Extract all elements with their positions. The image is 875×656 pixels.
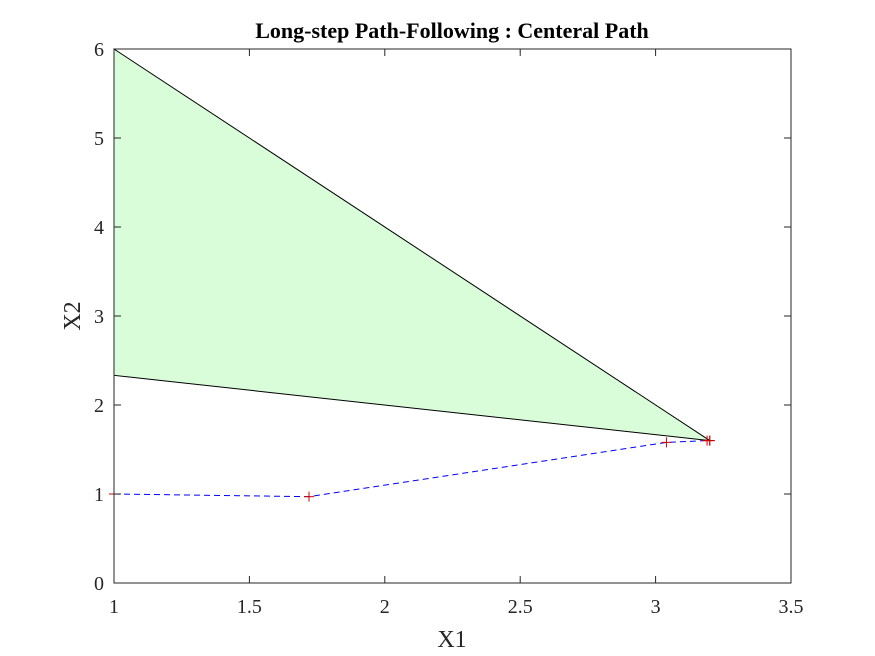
- y-tick-label: 6: [94, 39, 104, 61]
- y-tick-label: 2: [94, 395, 104, 417]
- central-path-line: [113, 440, 710, 498]
- y-tick-label: 3: [94, 306, 104, 328]
- x-axis-label: X1: [437, 627, 466, 653]
- y-tick-label: 0: [94, 573, 104, 595]
- y-axis-label: X2: [60, 301, 86, 330]
- central-path-point: [704, 435, 715, 446]
- feasible-region: [113, 48, 711, 442]
- central-path-point: [303, 491, 314, 502]
- x-tick-label: 3: [651, 596, 661, 618]
- x-tick-label: 1: [109, 596, 119, 618]
- y-tick-label: 4: [94, 217, 104, 239]
- y-tick-label: 1: [94, 484, 104, 506]
- central-path-point: [661, 437, 672, 448]
- x-tick-label: 3.5: [779, 596, 804, 618]
- chart-title: Long-step Path-Following : Centeral Path: [255, 18, 649, 43]
- x-tick-label: 2.5: [508, 596, 533, 618]
- x-tick-label: 2: [380, 596, 390, 618]
- x-tick-label: 1.5: [237, 596, 262, 618]
- y-tick-label: 5: [94, 128, 104, 150]
- plot-area: [109, 48, 715, 502]
